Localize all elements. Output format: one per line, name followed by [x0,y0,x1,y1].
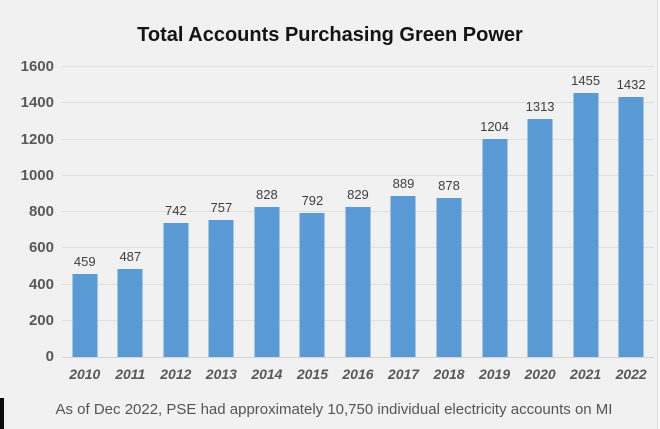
bar [573,93,599,357]
bar [482,139,508,357]
plot-area: 459 487 742 757 828 792 829 889 878 1204 1313 1455 1… [62,66,654,358]
y-axis: 0 200 400 600 800 1000 1200 1400 1600 [0,58,54,365]
x-tick-label: 2013 [205,366,237,382]
bar-value-label: 792 [301,193,324,208]
y-tick-label: 1600 [20,58,54,75]
bar [163,223,189,357]
x-tick-label: 2019 [478,366,511,382]
bar-column: 742 [153,67,199,357]
bar [527,119,553,357]
bar-column: 829 [335,67,381,357]
bar-column: 792 [290,67,336,357]
y-tick-label: 1000 [20,166,54,184]
bar-value-label: 829 [347,187,369,202]
bar [390,196,416,357]
bar-column: 878 [426,67,472,357]
bar [299,213,325,357]
bar-column: 889 [381,67,427,357]
bar-column: 1455 [563,67,609,357]
x-tick-label: 2018 [433,366,465,382]
right-edge-border [657,0,660,429]
bar-value-label: 889 [392,176,415,191]
y-tick-label: 600 [28,239,54,257]
y-tick-label: 200 [28,311,54,329]
bar [208,220,234,357]
bar [436,198,462,357]
x-tick-label: 2015 [296,366,328,382]
bar-value-label: 1204 [480,119,510,134]
bar-value-label: 757 [210,200,233,215]
gridline [62,174,654,176]
bar-column: 459 [62,67,108,357]
bar-value-label: 487 [119,249,142,264]
bar-series: 459 487 742 757 828 792 829 889 878 1204 1313 1455 1… [62,67,654,357]
bar [618,97,644,357]
bar-value-label: 742 [164,203,187,218]
x-tick-label: 2022 [615,366,647,382]
bar [117,269,143,357]
x-tick-label: 2010 [69,366,101,382]
bar-column: 487 [108,67,154,357]
bar-value-label: 459 [73,254,96,269]
bar [345,207,371,357]
x-tick-label: 2020 [524,366,556,382]
bar-column: 1204 [472,67,518,357]
gridline [62,138,654,140]
bar-value-label: 828 [256,187,278,202]
x-tick-label: 2017 [387,366,420,382]
y-tick-label: 800 [28,203,54,220]
gridline [62,102,654,104]
x-tick-label: 2014 [251,366,283,382]
slide-corner-mark [0,398,4,429]
chart-title: Total Accounts Purchasing Green Power [137,24,523,46]
bar-value-label: 1432 [616,77,646,92]
x-tick-label: 2011 [115,366,146,382]
x-tick-label: 2012 [160,366,192,382]
bar [72,274,98,357]
bar-value-label: 878 [438,178,460,193]
bar-value-label: 1313 [525,99,555,114]
x-tick-label: 2016 [342,366,374,382]
y-tick-label: 400 [28,275,54,293]
bar [254,207,280,357]
bar-column: 757 [199,67,245,357]
y-tick-label: 1200 [20,130,54,148]
caption-text: As of Dec 2022, PSE had approximately 10… [55,401,613,418]
gridline [62,66,654,67]
gridline [62,357,654,358]
y-tick-label: 0 [45,348,54,365]
y-tick-label: 1400 [20,94,54,112]
x-axis: 2010 2011 2012 2013 2014 2015 2016 2017 2018 2019… [62,366,654,382]
x-tick-label: 2021 [570,366,602,382]
bar-column: 828 [244,67,290,357]
bar-value-label: 1455 [571,73,601,88]
bar-column: 1432 [608,67,654,357]
bar-column: 1313 [517,67,563,357]
